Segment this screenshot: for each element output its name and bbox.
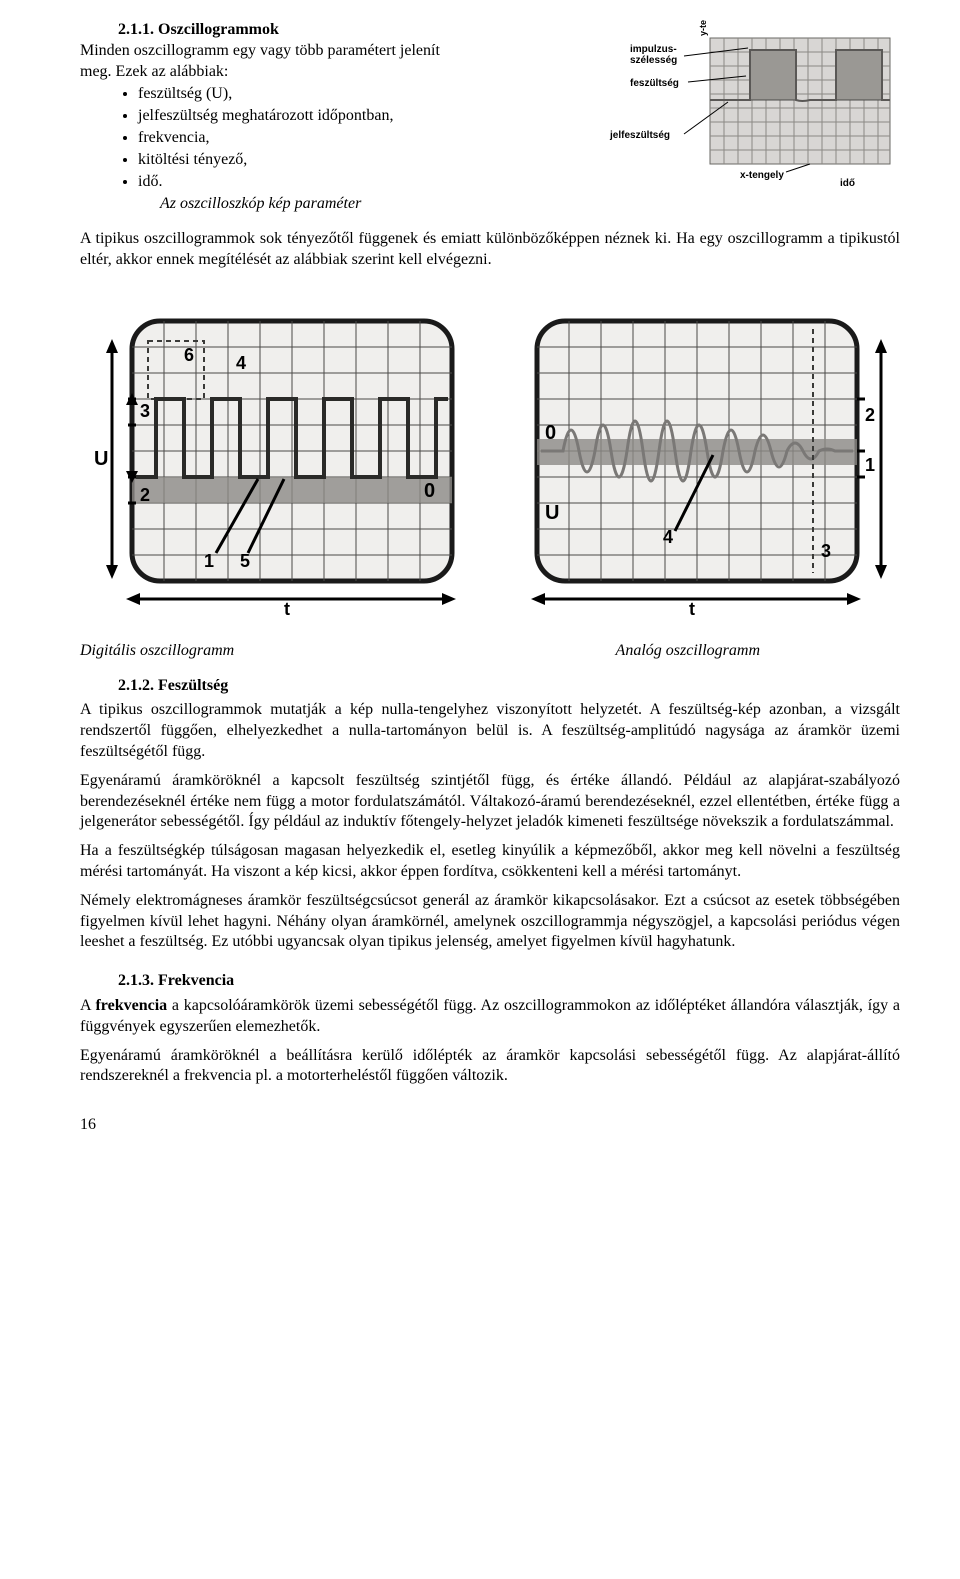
label-jelfeszultseg: jelfeszültség xyxy=(609,130,670,141)
parameter-diagram: y-tengely impulzus- szélesség feszültség… xyxy=(590,20,900,207)
bullet-item: kitöltési tényező, xyxy=(138,150,572,171)
bullet-item: idő. xyxy=(138,172,572,193)
axis-u-label: U xyxy=(545,502,559,524)
scope-num-6: 6 xyxy=(184,345,194,365)
page-number: 16 xyxy=(80,1115,900,1136)
label-ido: idő xyxy=(840,178,855,189)
freq-bold: frekvencia xyxy=(95,997,167,1014)
label-x-tengely: x-tengely xyxy=(740,170,784,181)
para-2-1-3-b: Egyenáramú áramköröknél a beállításra ke… xyxy=(80,1046,900,1088)
caption-digital: Digitális oszcillogramm xyxy=(80,641,234,662)
param-bullet-list: feszültség (U), jelfeszültség meghatároz… xyxy=(138,84,572,192)
axis-t-label: t xyxy=(284,599,290,619)
scope-num-5: 5 xyxy=(240,551,250,571)
para-2-1-2-c: Ha a feszültségkép túlságosan magasan he… xyxy=(80,841,900,883)
bullet-item: frekvencia, xyxy=(138,128,572,149)
bullet-item: feszültség (U), xyxy=(138,84,572,105)
para-2-1-2-b: Egyenáramú áramköröknél a kapcsolt feszü… xyxy=(80,771,900,833)
scope-num-0: 0 xyxy=(545,422,556,444)
scope-num-3: 3 xyxy=(140,401,150,421)
para-2-1-3-a: A frekvencia a kapcsolóáramkörök üzemi s… xyxy=(80,996,900,1038)
scope-num-2: 2 xyxy=(865,405,875,425)
freq-post: a kapcsolóáramkörök üzemi sebességétől f… xyxy=(80,997,900,1035)
caption-analog: Analóg oszcillogramm xyxy=(616,641,760,662)
axis-t-label: t xyxy=(689,599,695,619)
scope-captions: Digitális oszcillogramm Analóg oszcillog… xyxy=(80,641,900,662)
scope-pair: U t xyxy=(80,299,900,619)
section-heading-2-1-1: 2.1.1. Oszcillogrammok xyxy=(118,20,572,41)
section-heading-2-1-3: 2.1.3. Frekvencia xyxy=(118,971,900,992)
intro-block: 2.1.1. Oszcillogrammok Minden oszcillogr… xyxy=(80,20,900,215)
scope-num-3: 3 xyxy=(821,541,831,561)
freq-pre: A xyxy=(80,997,95,1014)
scope-param-caption: Az oszcilloszkóp kép paraméter xyxy=(160,194,572,215)
section-heading-2-1-2: 2.1.2. Feszültség xyxy=(118,676,900,697)
label-feszultseg: feszültség xyxy=(630,78,679,89)
label-impulzus: impulzus- xyxy=(630,44,677,55)
scope-num-1: 1 xyxy=(204,551,214,571)
scope-num-4: 4 xyxy=(236,353,246,373)
paragraph-typical: A tipikus oszcillogrammok sok tényezőtől… xyxy=(80,229,900,271)
intro-line-2: meg. Ezek az alábbiak: xyxy=(80,62,572,83)
scope-num-1: 1 xyxy=(865,455,875,475)
scope-num-0: 0 xyxy=(424,480,435,502)
analog-scope: t xyxy=(505,299,900,619)
intro-line-1: Minden oszcillogramm egy vagy több param… xyxy=(80,41,572,62)
scope-num-2: 2 xyxy=(140,485,150,505)
axis-u-label: U xyxy=(94,448,108,470)
para-2-1-2-d: Némely elektromágneses áramkör feszültsé… xyxy=(80,891,900,953)
scope-num-4: 4 xyxy=(663,527,673,547)
bullet-item: jelfeszültség meghatározott időpontban, xyxy=(138,106,572,127)
para-2-1-2-a: A tipikus oszcillogrammok mutatják a kép… xyxy=(80,700,900,762)
label-szeleseg: szélesség xyxy=(630,55,677,66)
digital-scope: U t xyxy=(80,299,475,619)
intro-text: 2.1.1. Oszcillogrammok Minden oszcillogr… xyxy=(80,20,572,215)
label-y-tengely: y-tengely xyxy=(698,20,708,36)
